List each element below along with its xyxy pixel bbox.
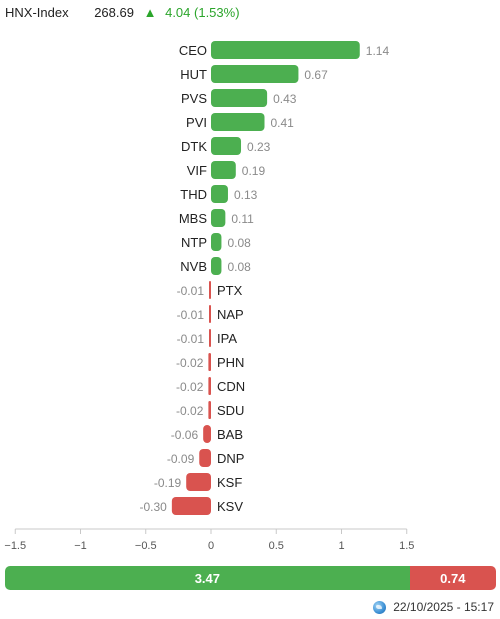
category-label: THD <box>180 187 207 202</box>
bar-SDU[interactable] <box>208 401 211 419</box>
value-label: -0.09 <box>167 452 195 466</box>
x-tick-label: −0.5 <box>135 540 157 552</box>
value-label: 0.19 <box>242 164 266 178</box>
category-label: PVI <box>186 115 207 130</box>
bar-VIF[interactable] <box>211 161 236 179</box>
advance-decline-summary-bar: 3.47 0.74 <box>5 566 496 590</box>
globe-icon <box>373 600 387 614</box>
bar-HUT[interactable] <box>211 65 299 83</box>
summary-down-label: 0.74 <box>440 570 466 586</box>
value-label: -0.01 <box>177 284 205 298</box>
category-label: KSV <box>217 499 243 514</box>
index-change-arrow-icon: ▲ <box>143 5 157 21</box>
category-label: NVB <box>180 259 207 274</box>
bar-NVB[interactable] <box>211 257 222 275</box>
bar-THD[interactable] <box>211 185 228 203</box>
bar-KSF[interactable] <box>186 473 211 491</box>
category-label: HUT <box>180 67 207 82</box>
bar-CEO[interactable] <box>211 41 360 59</box>
bar-NTP[interactable] <box>211 233 222 251</box>
category-label: DNP <box>217 451 244 466</box>
x-tick-label: 1.5 <box>399 540 414 552</box>
bar-NAP[interactable] <box>209 305 211 323</box>
category-label: PTX <box>217 283 243 298</box>
bar-KSV[interactable] <box>171 497 211 515</box>
summary-up-label: 3.47 <box>194 570 220 586</box>
x-tick-label: 0.5 <box>269 540 284 552</box>
bar-PVI[interactable] <box>211 113 265 131</box>
bar-DTK[interactable] <box>211 137 242 155</box>
category-label: KSF <box>217 475 242 490</box>
category-label: NTP <box>181 235 207 250</box>
index-change: 4.04 (1.53%) <box>165 5 240 21</box>
category-label: PVS <box>181 91 207 106</box>
summary-down-segment: 0.74 <box>409 566 496 590</box>
value-label: 0.11 <box>231 212 254 226</box>
category-label: SDU <box>217 403 244 418</box>
value-label: -0.06 <box>171 428 199 442</box>
category-label: CDN <box>217 379 245 394</box>
category-label: VIF <box>187 163 207 178</box>
category-label: BAB <box>217 427 243 442</box>
bar-PHN[interactable] <box>208 353 211 371</box>
bar-IPA[interactable] <box>209 329 211 347</box>
value-label: -0.01 <box>177 308 205 322</box>
index-value: 268.69 <box>94 5 134 21</box>
bar-PVS[interactable] <box>211 89 268 107</box>
timestamp: 22/10/2025 - 15:17 <box>393 600 494 614</box>
value-label: 0.41 <box>271 116 295 130</box>
category-label: IPA <box>217 331 237 346</box>
value-label: 0.67 <box>304 68 328 82</box>
bar-BAB[interactable] <box>203 425 211 443</box>
index-name: HNX-Index <box>5 5 69 21</box>
value-label: 0.13 <box>234 188 258 202</box>
value-label: -0.01 <box>177 332 205 346</box>
value-label: 0.08 <box>227 260 251 274</box>
index-header: HNX-Index 268.69 ▲ 4.04 (1.53%) <box>5 4 240 24</box>
value-label: 1.14 <box>366 44 390 58</box>
value-label: -0.19 <box>154 476 182 490</box>
value-label: 0.08 <box>227 236 251 250</box>
x-tick-label: −1.5 <box>4 540 26 552</box>
bar-CDN[interactable] <box>208 377 211 395</box>
value-label: -0.02 <box>176 380 204 394</box>
category-label: NAP <box>217 307 244 322</box>
x-tick-label: 0 <box>208 540 214 552</box>
contribution-bar-chart: CEO 1.14 HUT 0.67 PVS 0.43 PVI 0.41 DTK 0.23 VIF 0.… <box>4 41 414 552</box>
summary-up-segment: 3.47 <box>5 566 410 590</box>
category-label: MBS <box>179 211 208 226</box>
bar-MBS[interactable] <box>211 209 226 227</box>
bar-PTX[interactable] <box>209 281 211 299</box>
bar-DNP[interactable] <box>199 449 211 467</box>
value-label: 0.23 <box>247 140 271 154</box>
category-label: DTK <box>181 139 207 154</box>
x-tick-label: −1 <box>74 540 87 552</box>
value-label: -0.02 <box>176 356 204 370</box>
x-tick-label: 1 <box>338 540 344 552</box>
footer: 22/10/2025 - 15:17 <box>373 600 494 614</box>
value-label: 0.43 <box>273 92 297 106</box>
category-label: CEO <box>179 43 207 58</box>
value-label: -0.30 <box>139 500 167 514</box>
value-label: -0.02 <box>176 404 204 418</box>
category-label: PHN <box>217 355 244 370</box>
